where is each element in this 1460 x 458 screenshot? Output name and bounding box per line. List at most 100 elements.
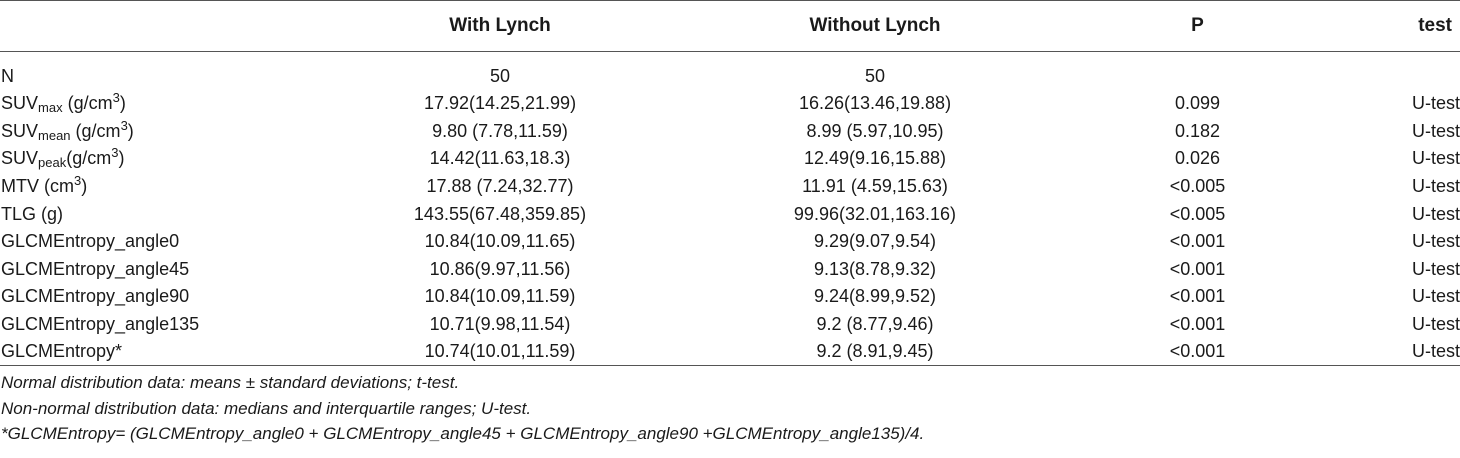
header-p-value: P bbox=[1070, 0, 1325, 52]
cell-p-value: <0.005 bbox=[1169, 203, 1226, 224]
table-row: GLCMEntropy* 10.74(10.01,11.59) 9.2 (8.91,… bbox=[0, 338, 1460, 367]
row-label-superscript: 3 bbox=[112, 90, 120, 106]
cell-without-lynch: 99.96(32.01,163.16) bbox=[793, 203, 957, 224]
row-label: TLG (g) bbox=[0, 200, 320, 228]
cell-with-lynch: 17.92(14.25,21.99) bbox=[423, 93, 577, 114]
cell-with-lynch: 17.88 (7.24,32.77) bbox=[426, 176, 574, 197]
cell-test: U-test bbox=[1411, 120, 1460, 141]
cell-p-value: 0.182 bbox=[1174, 120, 1221, 141]
table-row: SUVpeak(g/cm3) 14.42(11.63,18.3) 12.49(9.1… bbox=[0, 145, 1460, 173]
table-body: N 50 50 SUVmax (g/cm3) 17.92(14.25,21.99) 16.… bbox=[0, 52, 1460, 367]
table-row: N 50 50 bbox=[0, 52, 1460, 91]
row-label: GLCMEntropy* bbox=[0, 338, 320, 367]
cell-with-lynch: 9.80 (7.78,11.59) bbox=[432, 120, 568, 141]
cell-test: U-test bbox=[1325, 338, 1460, 367]
row-label: SUVpeak(g/cm3) bbox=[0, 145, 320, 173]
row-label-unit-close: ) bbox=[127, 120, 134, 141]
row-label-main: GLCMEntropy_angle0 bbox=[1, 231, 180, 252]
header-without-lynch: Without Lynch bbox=[680, 0, 1070, 52]
results-table: With Lynch Without Lynch P test N 50 50 SUV… bbox=[0, 0, 1460, 367]
table-row: SUVmean (g/cm3) 9.80 (7.78,11.59) 8.99 (5.… bbox=[0, 118, 1460, 146]
cell-without-lynch: 50 bbox=[864, 66, 886, 86]
cell-with-lynch: 10.84(10.09,11.59) bbox=[424, 286, 576, 307]
row-label: N bbox=[0, 52, 320, 91]
cell-with-lynch: 10.71(9.98,11.54) bbox=[429, 314, 571, 335]
row-label-unit-close: ) bbox=[118, 148, 125, 169]
note-non-normal-distribution: Non-normal distribution data: medians an… bbox=[1, 398, 532, 418]
cell-p-value: <0.001 bbox=[1169, 231, 1226, 252]
row-label-superscript: 3 bbox=[73, 173, 82, 189]
table-header: With Lynch Without Lynch P test bbox=[0, 0, 1460, 52]
table-row: SUVmax (g/cm3) 17.92(14.25,21.99) 16.26(13… bbox=[0, 90, 1460, 118]
row-label-main: GLCMEntropy* bbox=[1, 341, 123, 362]
row-label-unit: (g/cm bbox=[62, 93, 113, 114]
row-label-main: MTV (cm bbox=[1, 176, 74, 197]
cell-without-lynch: 9.2 (8.91,9.45) bbox=[680, 338, 1070, 367]
cell-p-value: 0.026 bbox=[1174, 148, 1221, 169]
cell-test: U-test bbox=[1411, 176, 1460, 197]
row-label: GLCMEntropy_angle45 bbox=[0, 256, 320, 284]
row-label-main: SUV bbox=[1, 120, 39, 141]
cell-without-lynch: 12.49(9.16,15.88) bbox=[803, 148, 947, 169]
cell-test: U-test bbox=[1411, 286, 1460, 307]
cell-without-lynch: 9.24(8.99,9.52) bbox=[813, 286, 937, 307]
cell-without-lynch: 11.91 (4.59,15.63) bbox=[802, 176, 948, 197]
row-label-main: GLCMEntropy_angle90 bbox=[1, 286, 190, 307]
cell-without-lynch: 9.13(8.78,9.32) bbox=[813, 258, 937, 279]
row-label-main: SUV bbox=[1, 148, 39, 169]
cell-with-lynch: 14.42(11.63,18.3) bbox=[429, 148, 571, 169]
row-label-superscript: 3 bbox=[120, 117, 128, 133]
table-row: GLCMEntropy_angle0 10.84(10.09,11.65) 9.29… bbox=[0, 228, 1460, 256]
table-row: GLCMEntropy_angle45 10.86(9.97,11.56) 9.13… bbox=[0, 256, 1460, 284]
table-row: GLCMEntropy_angle90 10.84(10.09,11.59) 9.2… bbox=[0, 283, 1460, 311]
row-label-unit: (g/cm bbox=[66, 148, 112, 169]
row-label-main: SUV bbox=[1, 93, 39, 114]
cell-test: U-test bbox=[1411, 93, 1460, 114]
cell-p-value: <0.005 bbox=[1169, 176, 1226, 197]
header-row: With Lynch Without Lynch P test bbox=[0, 0, 1460, 52]
cell-without-lynch: 16.26(13.46,19.88) bbox=[798, 93, 952, 114]
row-label-subscript: max bbox=[38, 100, 63, 116]
cell-p-value bbox=[1070, 52, 1325, 91]
table-notes: Normal distribution data: means ± standa… bbox=[0, 370, 1460, 447]
cell-without-lynch: 8.99 (5.97,10.95) bbox=[806, 120, 944, 141]
row-label-main: N bbox=[1, 66, 14, 86]
cell-test: U-test bbox=[1411, 203, 1460, 224]
table-row: MTV (cm3) 17.88 (7.24,32.77) 11.91 (4.59,1… bbox=[0, 173, 1460, 201]
row-label: GLCMEntropy_angle90 bbox=[0, 283, 320, 311]
row-label-main: GLCMEntropy_angle45 bbox=[1, 258, 190, 279]
row-label-subscript: peak bbox=[38, 155, 67, 171]
cell-with-lynch: 143.55(67.48,359.85) bbox=[413, 203, 587, 224]
header-label bbox=[0, 0, 320, 52]
row-label-subscript: mean bbox=[38, 127, 71, 143]
header-with-lynch: With Lynch bbox=[320, 0, 680, 52]
cell-p-value: 0.099 bbox=[1174, 93, 1221, 114]
row-label: GLCMEntropy_angle0 bbox=[0, 228, 320, 256]
cell-test: U-test bbox=[1411, 231, 1460, 252]
table-row: TLG (g) 143.55(67.48,359.85) 99.96(32.01,1… bbox=[0, 200, 1460, 228]
cell-test bbox=[1325, 52, 1460, 91]
row-label-main: TLG (g) bbox=[1, 203, 64, 224]
note-normal-distribution: Normal distribution data: means ± standa… bbox=[1, 373, 460, 393]
cell-without-lynch: 9.29(9.07,9.54) bbox=[813, 231, 937, 252]
cell-with-lynch: 50 bbox=[489, 66, 511, 86]
row-label: GLCMEntropy_angle135 bbox=[0, 311, 320, 339]
cell-p-value: <0.001 bbox=[1169, 258, 1226, 279]
cell-without-lynch: 9.2 (8.77,9.46) bbox=[816, 314, 934, 335]
cell-with-lynch: 10.84(10.09,11.65) bbox=[424, 231, 576, 252]
header-test: test bbox=[1325, 0, 1460, 52]
row-label-unit-close: ) bbox=[119, 93, 126, 114]
row-label: SUVmax (g/cm3) bbox=[0, 90, 320, 118]
cell-p-value: <0.001 bbox=[1169, 286, 1226, 307]
row-label: MTV (cm3) bbox=[0, 173, 320, 201]
table-row: GLCMEntropy_angle135 10.71(9.98,11.54) 9.2… bbox=[0, 311, 1460, 339]
cell-with-lynch: 10.74(10.01,11.59) bbox=[320, 338, 680, 367]
cell-p-value: <0.001 bbox=[1070, 338, 1325, 367]
note-glcm-entropy-definition: *GLCMEntropy= (GLCMEntropy_angle0 + GLCM… bbox=[1, 424, 925, 444]
row-label-superscript: 3 bbox=[111, 145, 119, 161]
row-label: SUVmean (g/cm3) bbox=[0, 118, 320, 146]
cell-test: U-test bbox=[1411, 148, 1460, 169]
row-label-unit: (g/cm bbox=[70, 120, 121, 141]
cell-test: U-test bbox=[1411, 314, 1460, 335]
cell-p-value: <0.001 bbox=[1169, 314, 1226, 335]
